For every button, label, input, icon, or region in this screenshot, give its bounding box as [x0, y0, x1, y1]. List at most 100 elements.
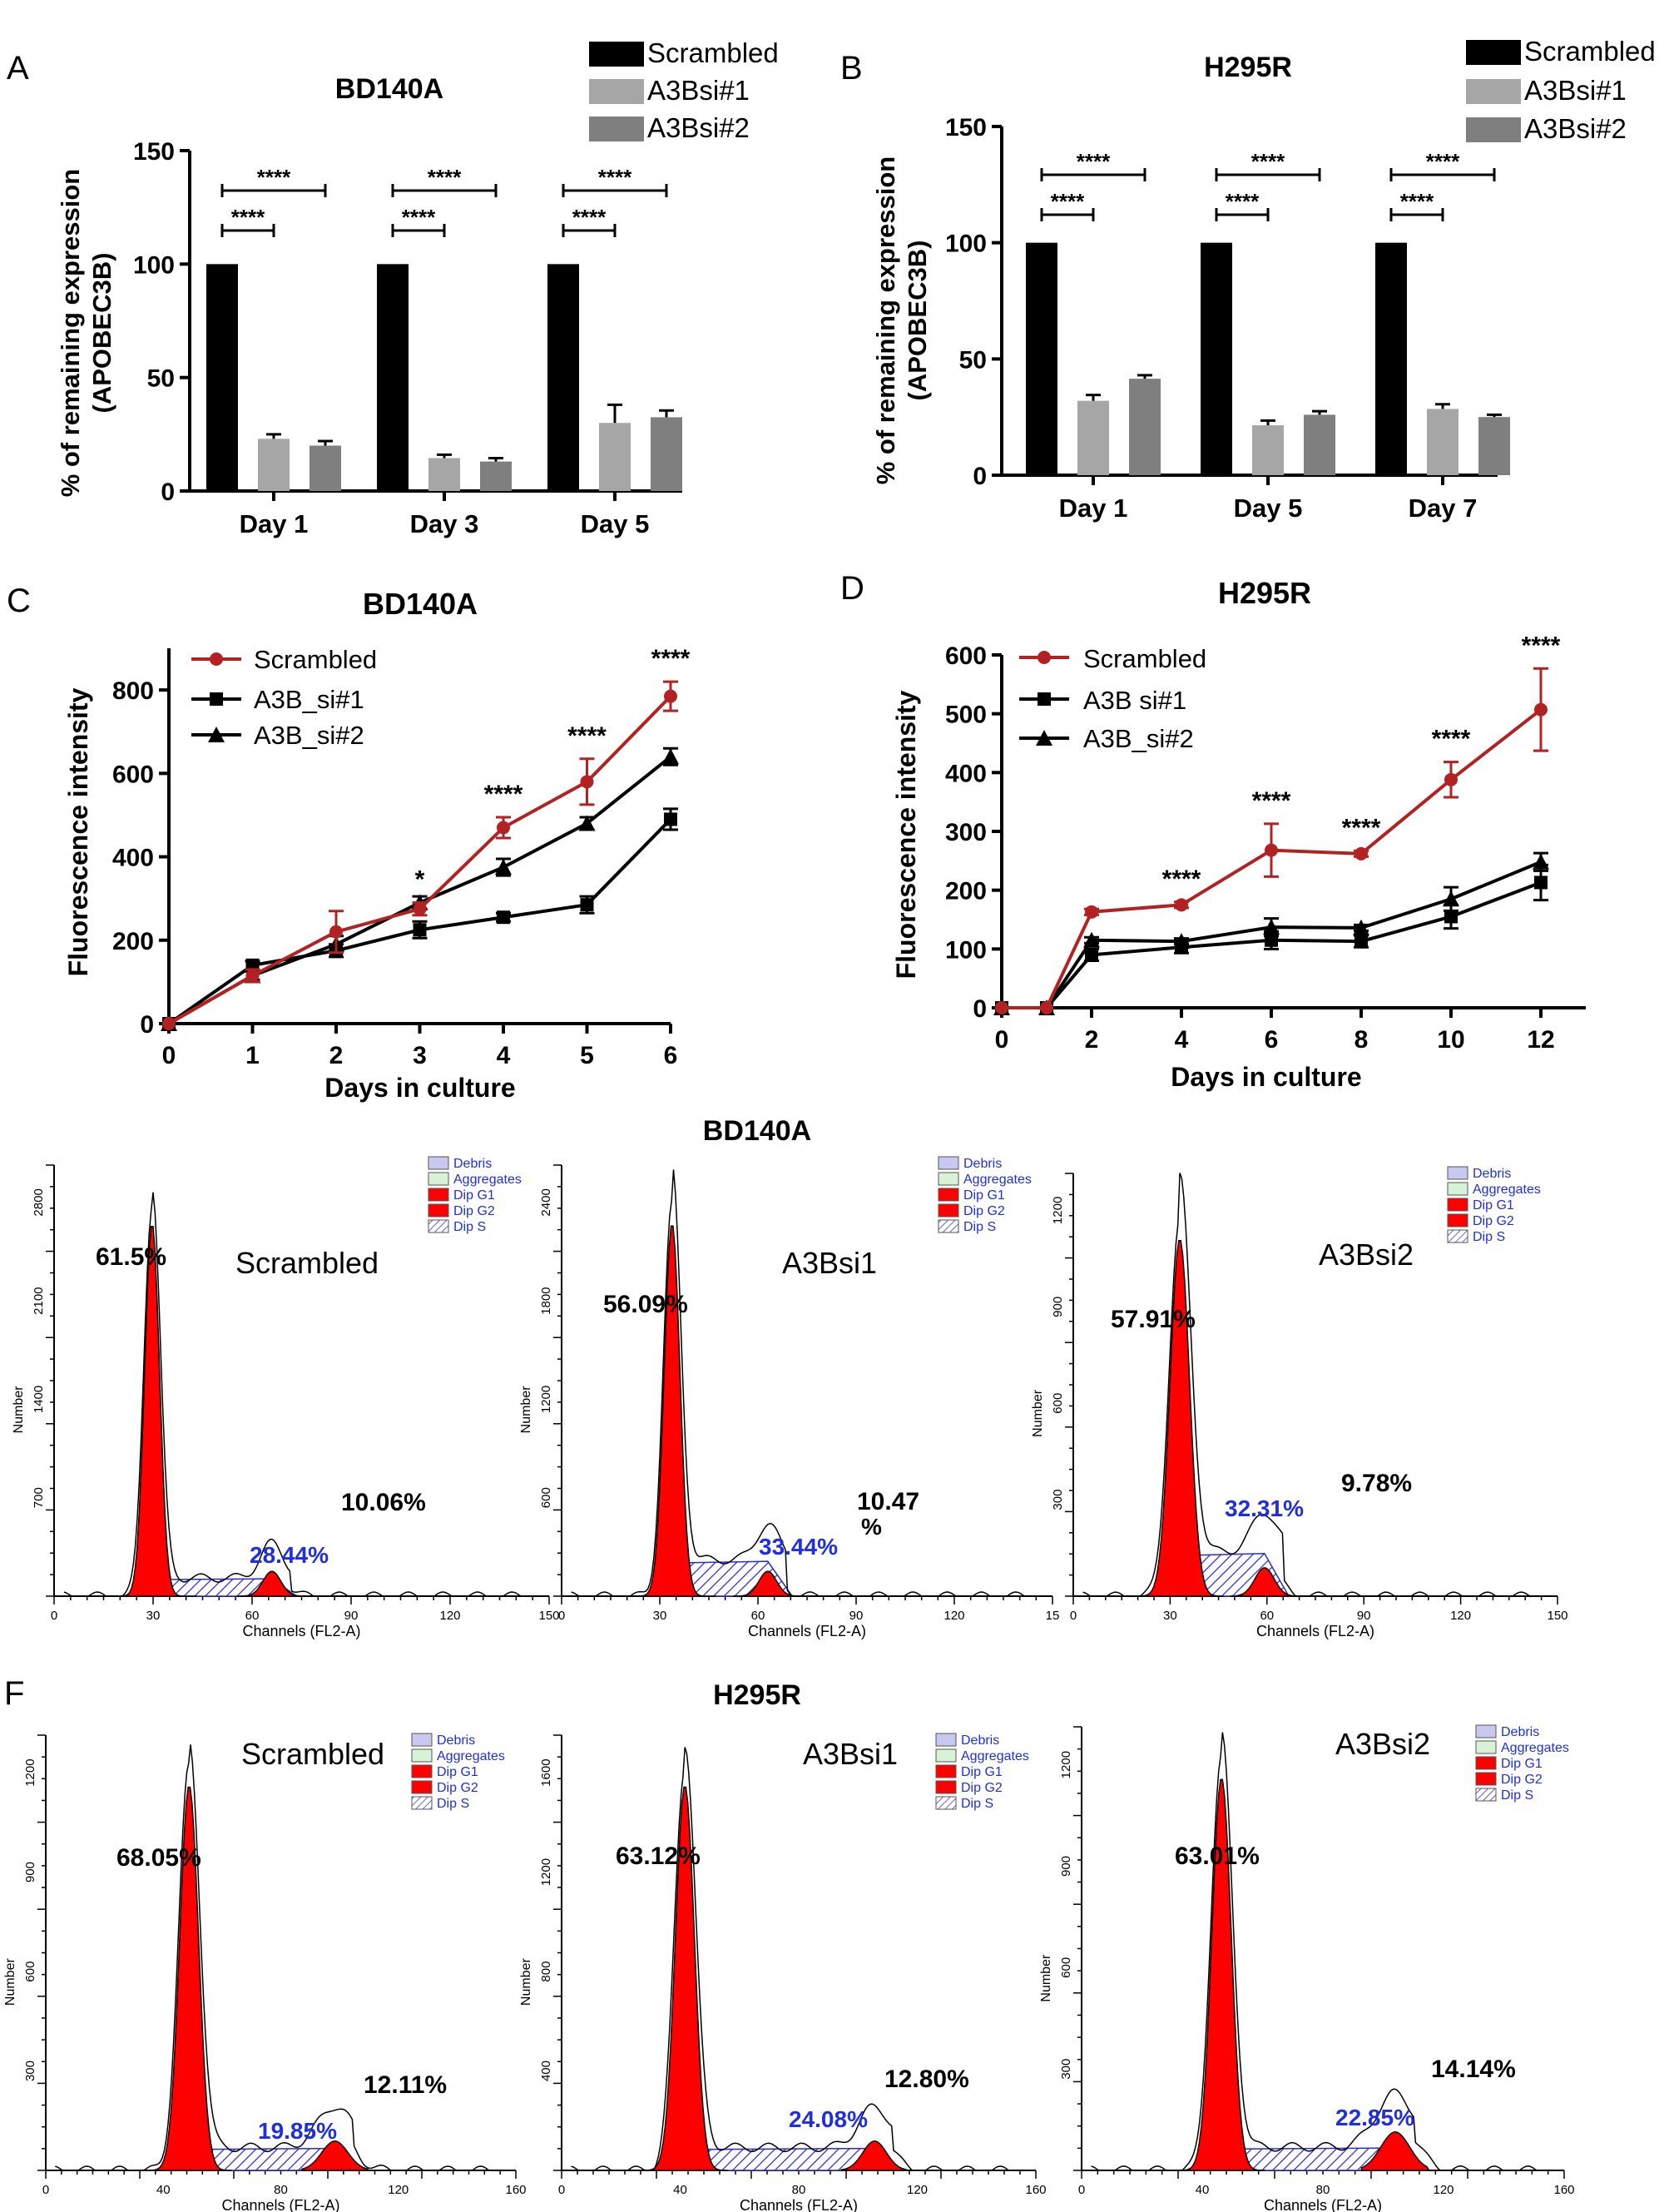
y-tick-label: 900 [1059, 1856, 1073, 1877]
g2-percent: 9.78% [1341, 1470, 1412, 1497]
s-percent: 28.44% [250, 1542, 329, 1568]
data-point [1085, 905, 1098, 919]
data-point [1354, 935, 1368, 949]
y-tick-label: 2100 [32, 1287, 46, 1314]
data-point [662, 748, 679, 765]
y-tick-label: 150 [945, 114, 987, 141]
y-tick-label: 0 [973, 463, 987, 490]
x-tick-label: 160 [1025, 2183, 1046, 2197]
legend-label: Debris [961, 1733, 999, 1748]
legend-label: Dip G2 [1473, 1214, 1514, 1228]
x-tick-label: Day 7 [1409, 493, 1478, 523]
bar-2 [310, 445, 341, 491]
x-tick-label: 40 [1196, 2183, 1210, 2197]
x-tick-label: Day 5 [581, 509, 650, 538]
bar-2 [1478, 417, 1510, 475]
x-axis-label: Channels (FL2-A) [740, 2197, 858, 2212]
y-tick-label: 300 [1051, 1490, 1065, 1510]
x-tick-label: 0 [42, 2183, 49, 2197]
y-tick-label: 300 [23, 2061, 37, 2081]
legend-swatch-aggregates [1475, 1740, 1497, 1754]
legend-swatch-dip-g1 [428, 1188, 449, 1202]
g1-peak [1177, 1778, 1265, 2171]
data-point [1353, 919, 1369, 935]
legend-label-si2: A3B_si#2 [1083, 724, 1194, 753]
panel-a-title: BD140A [335, 73, 443, 105]
g1-percent: 63.12% [616, 1843, 701, 1870]
bar-2 [1304, 414, 1335, 475]
legend-label: Dip G2 [437, 1781, 478, 1795]
data-point [664, 812, 677, 826]
bar-2 [651, 417, 682, 491]
x-tick-label: 90 [344, 1609, 359, 1623]
legend-label: Dip S [437, 1797, 469, 1811]
x-axis-label: Channels (FL2-A) [242, 1623, 360, 1639]
g1-peak [146, 1786, 232, 2171]
x-tick-label: 15 [1046, 1609, 1060, 1623]
data-point [1534, 702, 1548, 717]
legend-swatch-si1 [589, 79, 644, 104]
legend-swatch-scrambled [589, 42, 644, 67]
legend-label: Debris [963, 1157, 1002, 1171]
legend-label: Debris [437, 1733, 475, 1748]
legend-swatch-dip-g2 [938, 1203, 959, 1218]
legend-swatch-si1 [1466, 79, 1521, 104]
panel-c-ylabel: Fluorescence intensity [63, 687, 93, 976]
data-point [1444, 772, 1458, 786]
x-tick-label: 4 [1175, 1026, 1189, 1054]
y-axis-label: Number [3, 1958, 17, 2006]
legend-label: Aggregates [963, 1173, 1032, 1187]
legend-swatch-dip-s [428, 1219, 449, 1233]
legend-swatch-dip-s [1475, 1788, 1497, 1802]
data-point [1444, 910, 1458, 924]
y-tick-label: 1600 [539, 1758, 553, 1786]
panel-e-title: BD140A [703, 1115, 811, 1147]
legend-swatch-si2 [1466, 117, 1521, 142]
histogram-a3bsi2: 300 600 900 1200 0 30 60 90 120 150 Number Channels… [1031, 1166, 1568, 1639]
g1-peak [1135, 1239, 1224, 1597]
bar-1 [1077, 400, 1109, 475]
legend-label: Dip G2 [961, 1781, 1003, 1795]
g2-peak [236, 1570, 307, 1597]
histogram-scrambled: 700 1400 2100 2800 0 30 60 90 120 150 Number Channe… [12, 1156, 560, 1639]
histogram-scrambled: 300 600 900 1200 0 40 80 120 160 Number Channels (… [3, 1733, 527, 2212]
x-tick-label: 90 [849, 1609, 864, 1623]
raw-histogram-outline [1091, 1732, 1553, 2171]
x-tick-label: 0 [1070, 1609, 1077, 1623]
panel-c-xlabel: Days in culture [324, 1073, 515, 1103]
legend-label: Dip G1 [1473, 1198, 1514, 1213]
x-tick-label: 12 [1527, 1026, 1554, 1054]
y-tick-label: 600 [1059, 1957, 1073, 1978]
legend-label: Dip S [963, 1220, 996, 1234]
y-tick-label: 600 [945, 642, 987, 670]
g2-percent-sign: % [861, 1514, 882, 1540]
bar-1 [1427, 409, 1458, 475]
y-tick-label: 400 [539, 2061, 553, 2081]
g2-percent: 10.47 [857, 1488, 919, 1515]
s-percent: 19.85% [258, 2118, 337, 2144]
legend-label: Dip S [961, 1797, 993, 1811]
sig-label: **** [428, 165, 462, 190]
x-tick-label: 6 [1265, 1026, 1279, 1054]
x-tick-label: 0 [51, 1609, 57, 1623]
y-tick-label: 2400 [539, 1188, 553, 1216]
sig-label: **** [231, 205, 265, 230]
data-point [1083, 931, 1100, 948]
x-tick-label: 120 [439, 1609, 460, 1623]
legend-label: Dip G1 [1501, 1757, 1543, 1771]
legend-marker-si1 [1038, 692, 1051, 706]
x-axis-label: Channels (FL2-A) [1256, 1623, 1374, 1639]
g1-percent: 61.5% [96, 1243, 166, 1271]
bar-0 [377, 264, 409, 491]
legend-label: Dip G2 [963, 1204, 1005, 1218]
y-tick-label: 900 [23, 1862, 37, 1882]
legend-marker-si1 [210, 692, 223, 706]
g1-percent: 57.91% [1111, 1306, 1196, 1333]
legend-swatch-scrambled [1466, 40, 1521, 65]
s-percent: 22.85% [1335, 2105, 1414, 2130]
sig-label: **** [484, 781, 523, 808]
x-tick-label: Day 3 [410, 509, 479, 538]
data-point [664, 689, 677, 703]
x-tick-label: 160 [1553, 2183, 1574, 2197]
